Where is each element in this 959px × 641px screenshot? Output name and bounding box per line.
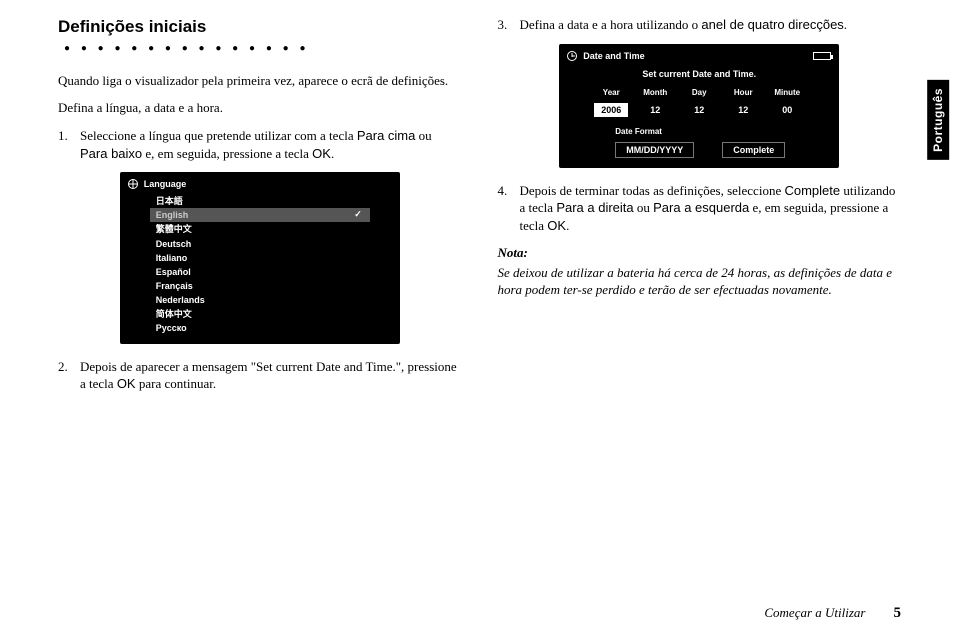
language-list: 日本語English繁體中文DeutschItalianoEspañolFran…: [150, 194, 370, 335]
dt-grid: Year 2006 Month 12 Day 12 Hour 12 Minute 00: [559, 88, 839, 117]
footer: Começar a Utilizar 5: [764, 603, 901, 623]
clock-icon: [567, 51, 577, 61]
battery-icon: [813, 52, 831, 60]
key-up: Para cima: [357, 128, 416, 143]
heading-text: Definições iniciais: [58, 17, 206, 36]
dt-value: 2006: [594, 103, 628, 117]
step-1: 1. Seleccione a língua que pretende util…: [58, 127, 462, 162]
left-column: Definições iniciais ● ● ● ● ● ● ● ● ● ● …: [58, 16, 462, 403]
four-way-ring: anel de quatro direcções: [701, 17, 843, 32]
dt-subtitle: Set current Date and Time.: [559, 68, 839, 80]
key-complete: Complete: [784, 183, 840, 198]
step-1-number: 1.: [58, 127, 72, 162]
key-down: Para baixo: [80, 146, 142, 161]
intro-paragraph-2: Defina a língua, a data e a hora.: [58, 99, 462, 117]
lang-titlebar: Language: [120, 178, 400, 194]
key-left: Para a esquerda: [653, 200, 749, 215]
step-2: 2. Depois de aparecer a mensagem "Set cu…: [58, 358, 462, 393]
language-item: Руccко: [150, 321, 370, 335]
dt-column: Hour 12: [726, 88, 760, 117]
dt-column: Year 2006: [594, 88, 628, 117]
language-item: 日本語: [150, 194, 370, 208]
language-item: Español: [150, 265, 370, 279]
complete-button: Complete: [722, 142, 785, 158]
language-screenshot: Language 日本語English繁體中文DeutschItalianoEs…: [120, 172, 400, 344]
step-1-part-b: ou: [415, 128, 431, 143]
step-3-text: Defina a data e a hora utilizando o anel…: [520, 16, 848, 34]
dt-value: 12: [638, 103, 672, 117]
language-item: Italiano: [150, 251, 370, 265]
note-body: Se deixou de utilizar a bateria há cerca…: [498, 264, 902, 299]
dt-header: Minute: [770, 88, 804, 99]
dt-column: Day 12: [682, 88, 716, 117]
language-side-tab: Português: [927, 80, 949, 160]
dt-value: 12: [726, 103, 760, 117]
language-item: Deutsch: [150, 237, 370, 251]
right-column: 3. Defina a data e a hora utilizando o a…: [498, 16, 902, 403]
dt-header: Year: [594, 88, 628, 99]
step-4-text: Depois de terminar todas as definições, …: [520, 182, 902, 235]
step-4-number: 4.: [498, 182, 512, 235]
step-4-part-c: ou: [634, 200, 654, 215]
date-format-row: MM/DD/YYYY Complete: [615, 142, 839, 158]
date-format-label: Date Format: [615, 127, 839, 138]
step-1-part-d: .: [331, 146, 334, 161]
page-number: 5: [894, 603, 902, 623]
dt-column: Month 12: [638, 88, 672, 117]
note-heading: Nota:: [498, 244, 902, 262]
step-3-part-a: Defina a data e a hora utilizando o: [520, 17, 702, 32]
page-body: Definições iniciais ● ● ● ● ● ● ● ● ● ● …: [0, 0, 959, 403]
step-4: 4. Depois de terminar todas as definiçõe…: [498, 182, 902, 235]
step-2-number: 2.: [58, 358, 72, 393]
dt-header: Hour: [726, 88, 760, 99]
globe-icon: [128, 179, 138, 189]
language-item: Français: [150, 279, 370, 293]
section-heading: Definições iniciais ● ● ● ● ● ● ● ● ● ● …: [58, 16, 462, 62]
step-3: 3. Defina a data e a hora utilizando o a…: [498, 16, 902, 34]
dt-column: Minute 00: [770, 88, 804, 117]
key-ok-1: OK: [312, 146, 331, 161]
step-2-part-b: para continuar.: [136, 376, 217, 391]
language-item: 简体中文: [150, 307, 370, 321]
dt-titlebar: Date and Time: [559, 50, 839, 68]
lang-title: Language: [144, 178, 187, 190]
step-1-part-a: Seleccione a língua que pretende utiliza…: [80, 128, 357, 143]
step-1-text: Seleccione a língua que pretende utiliza…: [80, 127, 462, 162]
dt-header: Day: [682, 88, 716, 99]
step-3-part-b: .: [844, 17, 847, 32]
step-3-number: 3.: [498, 16, 512, 34]
step-1-part-c: e, em seguida, pressione a tecla: [142, 146, 312, 161]
language-item: Nederlands: [150, 293, 370, 307]
step-2-text: Depois de aparecer a mensagem "Set curre…: [80, 358, 462, 393]
language-item: 繁體中文: [150, 222, 370, 236]
date-format-value: MM/DD/YYYY: [615, 142, 694, 158]
step-4-part-e: .: [566, 218, 569, 233]
heading-dots: ● ● ● ● ● ● ● ● ● ● ● ● ● ● ●: [64, 42, 310, 56]
key-right: Para a direita: [556, 200, 633, 215]
datetime-screenshot: Date and Time Set current Date and Time.…: [559, 44, 839, 168]
dt-title: Date and Time: [583, 50, 644, 62]
language-item: English: [150, 208, 370, 222]
footer-label: Começar a Utilizar: [764, 604, 865, 622]
key-ok-3: OK: [547, 218, 566, 233]
dt-value: 00: [770, 103, 804, 117]
dt-value: 12: [682, 103, 716, 117]
intro-paragraph-1: Quando liga o visualizador pela primeira…: [58, 72, 462, 90]
dt-header: Month: [638, 88, 672, 99]
key-ok-2: OK: [117, 376, 136, 391]
step-4-part-a: Depois de terminar todas as definições, …: [520, 183, 785, 198]
